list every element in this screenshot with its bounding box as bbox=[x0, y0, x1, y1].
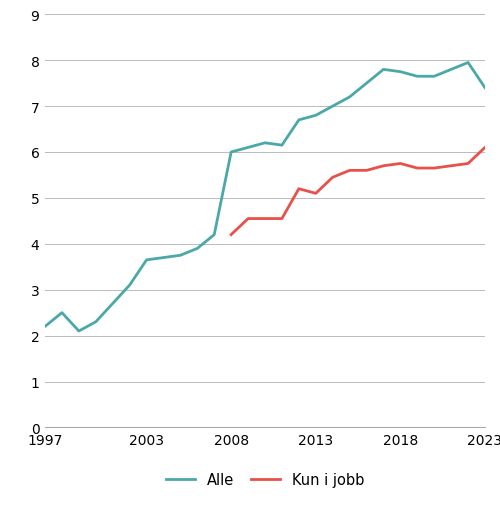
Kun i jobb bbox=[262, 216, 268, 222]
Kun i jobb bbox=[398, 161, 404, 167]
Kun i jobb bbox=[465, 161, 471, 167]
Alle bbox=[465, 61, 471, 67]
Alle bbox=[59, 310, 65, 316]
Alle bbox=[144, 258, 150, 264]
Alle bbox=[76, 328, 82, 334]
Alle bbox=[194, 246, 200, 252]
Alle bbox=[211, 232, 217, 238]
Kun i jobb bbox=[245, 216, 251, 222]
Alle bbox=[93, 319, 99, 325]
Alle bbox=[42, 324, 48, 330]
Alle bbox=[110, 301, 116, 307]
Alle bbox=[228, 150, 234, 156]
Kun i jobb bbox=[364, 168, 370, 174]
Kun i jobb bbox=[414, 166, 420, 172]
Kun i jobb bbox=[431, 166, 437, 172]
Alle bbox=[364, 81, 370, 87]
Legend: Alle, Kun i jobb: Alle, Kun i jobb bbox=[166, 472, 364, 487]
Alle bbox=[330, 104, 336, 110]
Kun i jobb bbox=[482, 145, 488, 151]
Kun i jobb bbox=[448, 163, 454, 169]
Alle bbox=[346, 95, 352, 101]
Alle bbox=[431, 74, 437, 80]
Alle bbox=[279, 143, 285, 149]
Alle bbox=[414, 74, 420, 80]
Kun i jobb bbox=[279, 216, 285, 222]
Kun i jobb bbox=[313, 191, 319, 197]
Kun i jobb bbox=[296, 186, 302, 192]
Kun i jobb bbox=[380, 163, 386, 169]
Alle bbox=[178, 252, 184, 259]
Alle bbox=[245, 145, 251, 151]
Alle bbox=[262, 140, 268, 147]
Line: Kun i jobb: Kun i jobb bbox=[231, 148, 485, 235]
Kun i jobb bbox=[228, 232, 234, 238]
Alle bbox=[398, 70, 404, 76]
Alle bbox=[482, 86, 488, 92]
Alle bbox=[448, 67, 454, 73]
Kun i jobb bbox=[346, 168, 352, 174]
Line: Alle: Alle bbox=[45, 64, 485, 331]
Alle bbox=[160, 255, 166, 261]
Kun i jobb bbox=[330, 175, 336, 181]
Alle bbox=[313, 113, 319, 119]
Alle bbox=[380, 67, 386, 73]
Alle bbox=[126, 282, 132, 289]
Alle bbox=[296, 118, 302, 124]
